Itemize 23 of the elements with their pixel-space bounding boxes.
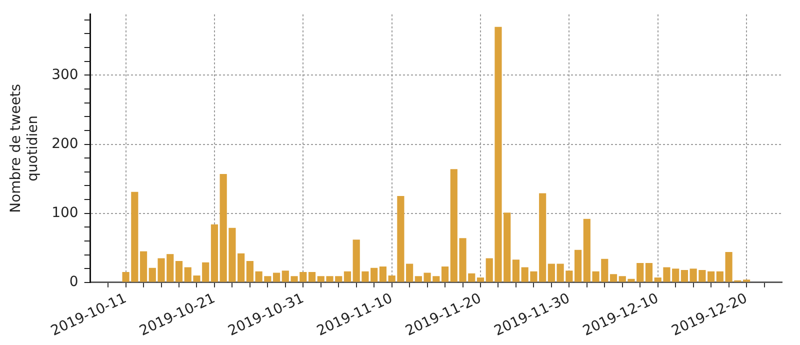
bar	[441, 266, 449, 282]
bar	[344, 271, 352, 282]
bar	[476, 278, 484, 282]
bar	[272, 272, 280, 282]
bar	[379, 266, 386, 282]
y-tick-label: 300	[52, 66, 78, 83]
bar	[175, 260, 183, 282]
bar	[708, 271, 715, 282]
bar	[610, 274, 618, 282]
bar	[548, 264, 555, 282]
bar	[140, 251, 148, 282]
bar	[680, 270, 688, 282]
bar	[246, 260, 254, 282]
y-tick-label: 0	[69, 274, 78, 290]
bar	[210, 224, 218, 282]
bar	[645, 263, 653, 282]
bar	[512, 260, 520, 282]
bar	[574, 250, 582, 282]
y-axis-title: Nombre de tweets quotidien	[8, 84, 41, 213]
y-tick-label: 200	[52, 136, 78, 152]
y-tick-label: 100	[52, 204, 78, 221]
bar	[308, 272, 316, 282]
bar	[406, 264, 414, 282]
